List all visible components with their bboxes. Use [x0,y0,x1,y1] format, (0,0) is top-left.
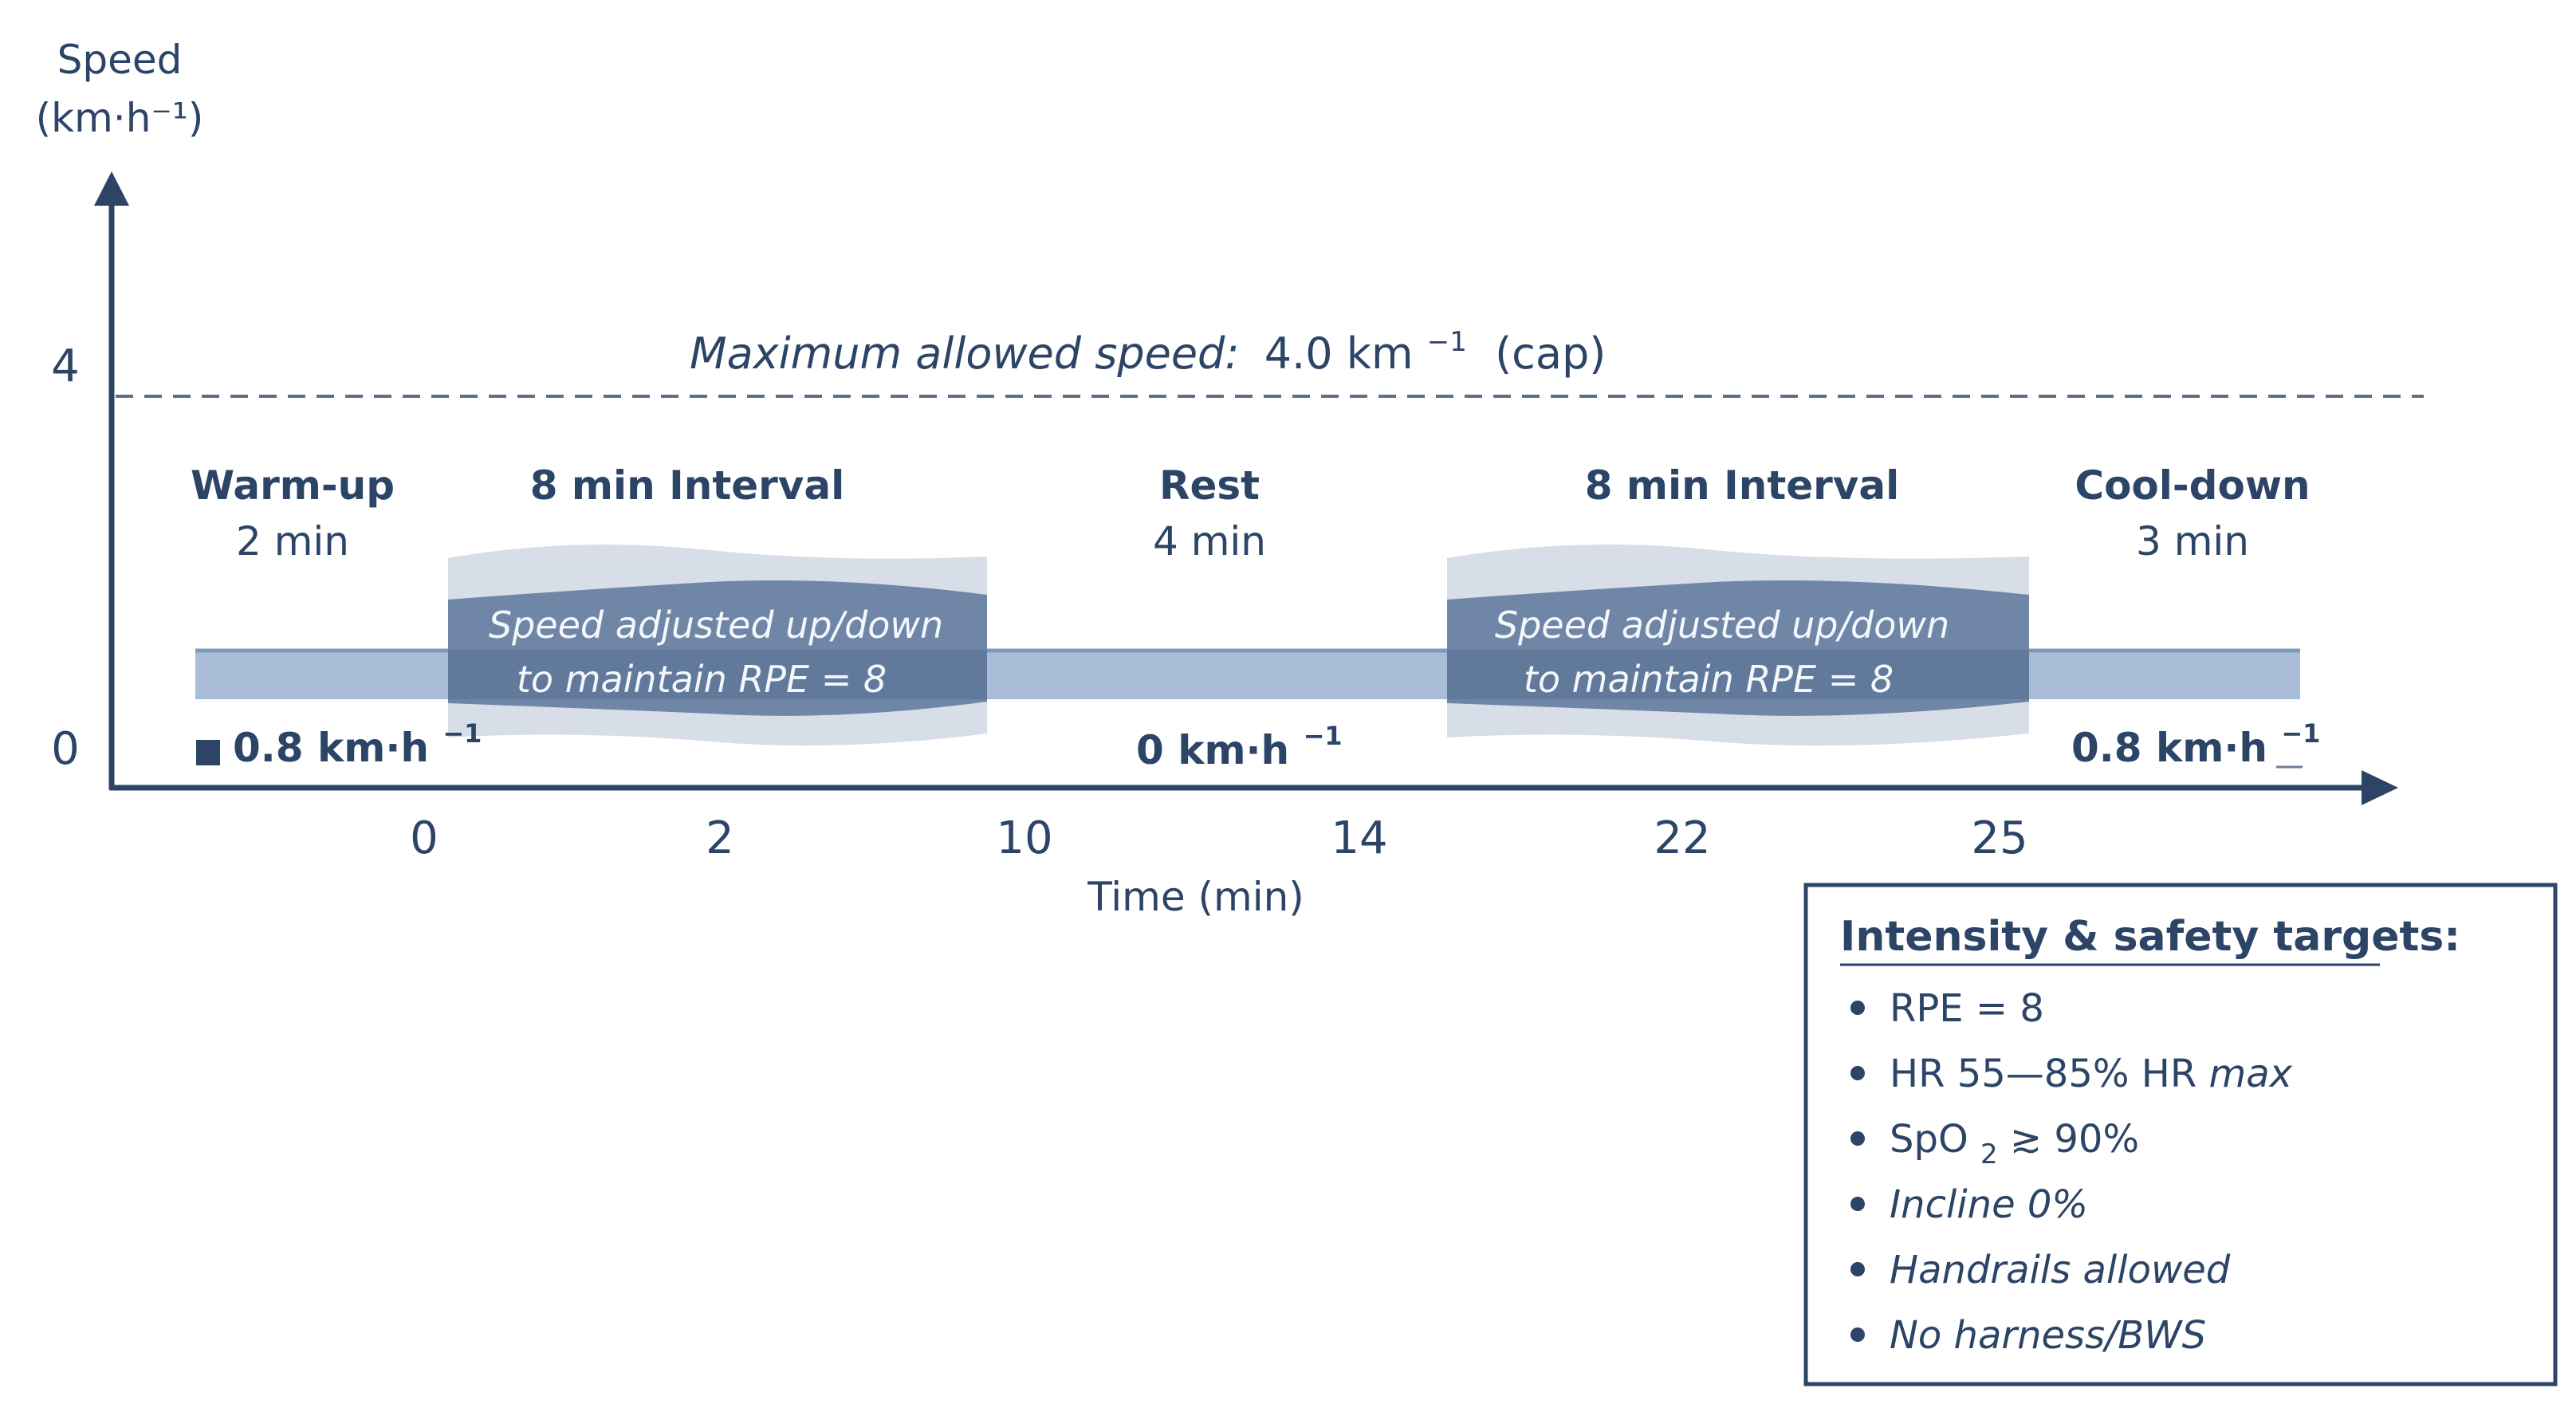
cooldown-speed-sup: −1 [2281,718,2320,749]
x-axis-arrow [2362,770,2398,805]
legend-item-hr-text: HR 55—85% HR [1890,1052,2196,1096]
cap-label: Maximum allowed speed: 4.0 km −1 (cap) [690,311,1606,379]
interval-1-band: Speed adjusted up/down to maintain RPE =… [448,544,987,746]
x-tick-2: 2 [706,812,734,864]
cap-label-italic: Maximum allowed speed: [690,328,1240,379]
phase-interval-1-title: 8 min Interval [530,462,845,509]
legend-item-spo2-sub: 2 [1980,1139,1998,1170]
legend-item-spo2-tail: ≳ 90% [2010,1117,2139,1162]
interval-1-band-line2: to maintain RPE = 8 [517,658,887,701]
cooldown-speed-value: 0.8 km·h [2071,725,2267,771]
legend-item-incline: Incline 0% [1890,1182,2088,1227]
rest-speed-label: 0 km·h −1 [1136,721,1343,773]
legend-frame [1803,883,2558,1386]
x-tick-25: 25 [1971,812,2027,864]
y-tick-4: 4 [51,340,80,392]
phase-cooldown-duration: 3 min [2136,518,2249,564]
interval-2-core-baseline [1447,650,2029,699]
warmup-speed-marker [196,740,220,765]
legend-item-handrails: Handrails allowed [1890,1248,2231,1292]
phase-warmup-duration: 2 min [236,518,349,564]
phase-cooldown-title: Cool-down [2075,462,2310,509]
phase-rest-duration: 4 min [1153,518,1266,564]
x-tick-22: 22 [1654,812,1710,864]
x-tick-14: 14 [1331,812,1387,864]
y-axis-label-line2: (km·h⁻¹) [36,95,204,141]
legend-item-rpe: RPE = 8 [1890,986,2044,1031]
legend-item-spo2-text: SpO [1890,1117,1968,1162]
y-axis-arrow [94,171,129,206]
phase-warmup-title: Warm-up [191,462,395,509]
x-tick-10: 10 [996,812,1052,864]
phase-rest-title: Rest [1159,462,1260,509]
legend-bullet-3 [1850,1131,1865,1146]
warmup-speed-sup: −1 [442,718,482,749]
rest-speed-value: 0 km·h [1136,727,1289,773]
legend-item-spo2: SpO 2 ≳ 90% [1890,1117,2139,1173]
legend-bullet-6 [1850,1327,1865,1342]
legend-bullet-2 [1850,1066,1865,1080]
legend-item-hr: HR 55—85% HR max [1890,1052,2293,1096]
rest-speed-sup: −1 [1304,721,1343,751]
legend-item-hr-max: max [2208,1052,2292,1096]
interval-1-band-line1: Speed adjusted up/down [489,604,943,647]
y-axis-label-line1: Speed [57,37,183,83]
legend-box: Intensity & safety targets: RPE = 8 HR 5… [1803,883,2558,1386]
cap-label-tail: (cap) [1495,328,1606,379]
legend-bullet-5 [1850,1262,1865,1276]
cap-label-value: 4.0 km [1264,328,1414,379]
x-axis-label: Time (min) [1087,874,1304,920]
interval-2-band-line1: Speed adjusted up/down [1495,604,1949,647]
legend-bullet-4 [1850,1197,1865,1211]
y-tick-0: 0 [51,723,80,775]
warmup-speed-label: 0.8 km·h −1 [233,718,482,771]
cap-label-sup: −1 [1427,326,1467,358]
interval-2-band: Speed adjusted up/down to maintain RPE =… [1447,544,2029,746]
legend-bullet-1 [1850,1001,1865,1015]
legend-item-harness: No harness/BWS [1890,1313,2206,1358]
warmup-speed-value: 0.8 km·h [233,725,429,771]
phase-interval-2-title: 8 min Interval [1585,462,1900,509]
interval-2-band-line2: to maintain RPE = 8 [1524,658,1894,701]
legend-title: Intensity & safety targets: [1840,913,2460,961]
interval-1-core-baseline [448,650,987,699]
x-tick-0: 0 [410,812,439,864]
cooldown-speed-label: 0.8 km·h −1 [2071,718,2320,771]
